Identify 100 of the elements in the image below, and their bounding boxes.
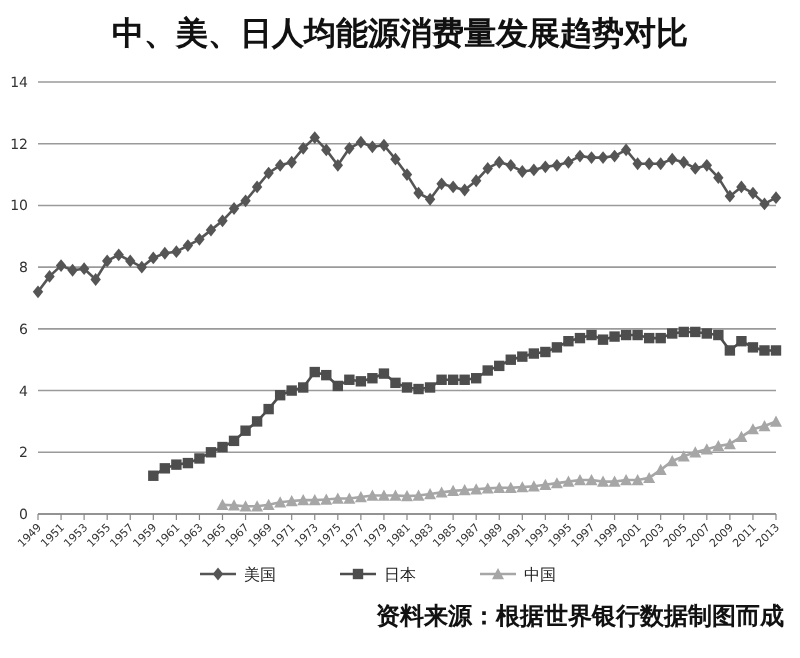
point (678, 326, 689, 338)
point (194, 453, 205, 464)
point (713, 329, 724, 341)
point (321, 369, 332, 381)
point (216, 498, 229, 510)
point (458, 483, 471, 496)
point (701, 328, 713, 339)
point (217, 441, 228, 453)
point (736, 336, 747, 347)
point (274, 496, 287, 508)
point (562, 475, 575, 487)
point (539, 478, 552, 490)
point (308, 494, 321, 506)
point (343, 492, 356, 504)
point (620, 329, 632, 341)
point (724, 345, 736, 356)
point (320, 493, 333, 505)
point (759, 345, 770, 356)
point (344, 374, 355, 385)
point (585, 474, 598, 486)
point (148, 470, 159, 481)
point (412, 489, 425, 501)
point (263, 403, 274, 415)
point (285, 495, 298, 507)
point (251, 416, 263, 427)
point (597, 334, 609, 345)
point (447, 484, 460, 497)
point (366, 489, 379, 501)
point (228, 499, 241, 511)
point (632, 329, 643, 341)
point (481, 482, 494, 494)
point (528, 348, 540, 359)
point (182, 457, 194, 469)
point (712, 440, 725, 452)
point (309, 366, 320, 378)
point (494, 360, 505, 372)
point (367, 373, 378, 384)
point (504, 481, 517, 493)
point (286, 385, 297, 396)
point (608, 475, 621, 487)
point (573, 474, 586, 486)
point (574, 332, 586, 344)
point (666, 454, 679, 467)
point (677, 450, 690, 462)
point (354, 491, 367, 503)
legend-label: 日本 (384, 566, 416, 584)
point (274, 390, 286, 401)
point (517, 351, 528, 362)
point (459, 374, 470, 385)
text: 资料来源：根据世界银行数据制图而成 (376, 602, 784, 630)
point (297, 494, 310, 506)
point (240, 425, 251, 436)
point (690, 326, 701, 338)
legend-label: 美国 (244, 566, 276, 584)
point (735, 430, 748, 443)
point (228, 435, 240, 447)
point (424, 487, 437, 500)
point (597, 475, 610, 487)
point (667, 328, 678, 339)
point (482, 365, 493, 376)
point (770, 345, 782, 356)
point (470, 483, 483, 495)
point (355, 376, 367, 387)
point (655, 332, 666, 344)
point (470, 373, 482, 384)
point (551, 342, 563, 353)
point (332, 380, 344, 392)
point (620, 474, 633, 486)
point (700, 443, 713, 455)
point (563, 336, 574, 347)
point (239, 500, 252, 512)
point (540, 346, 551, 358)
point (205, 447, 217, 458)
point (389, 489, 402, 501)
point (171, 459, 182, 470)
point (758, 420, 771, 432)
point (377, 489, 390, 501)
legend-label: 中国 (524, 566, 556, 584)
point (770, 415, 782, 427)
chart-title: 中、美、日人均能源消费量发展趋势对比 (112, 14, 688, 52)
point (505, 354, 516, 365)
point (527, 480, 540, 492)
point (447, 374, 459, 385)
point (643, 332, 655, 344)
point (436, 374, 447, 385)
point (493, 481, 506, 493)
point (435, 486, 448, 498)
point (424, 382, 436, 393)
point (378, 368, 390, 379)
point (550, 477, 563, 489)
point (390, 377, 401, 389)
point (609, 331, 620, 342)
point (516, 481, 529, 493)
point (643, 471, 656, 484)
point (262, 498, 275, 510)
point (251, 500, 264, 512)
point (159, 463, 171, 474)
point (331, 492, 344, 504)
point (401, 382, 413, 393)
point (298, 382, 309, 393)
